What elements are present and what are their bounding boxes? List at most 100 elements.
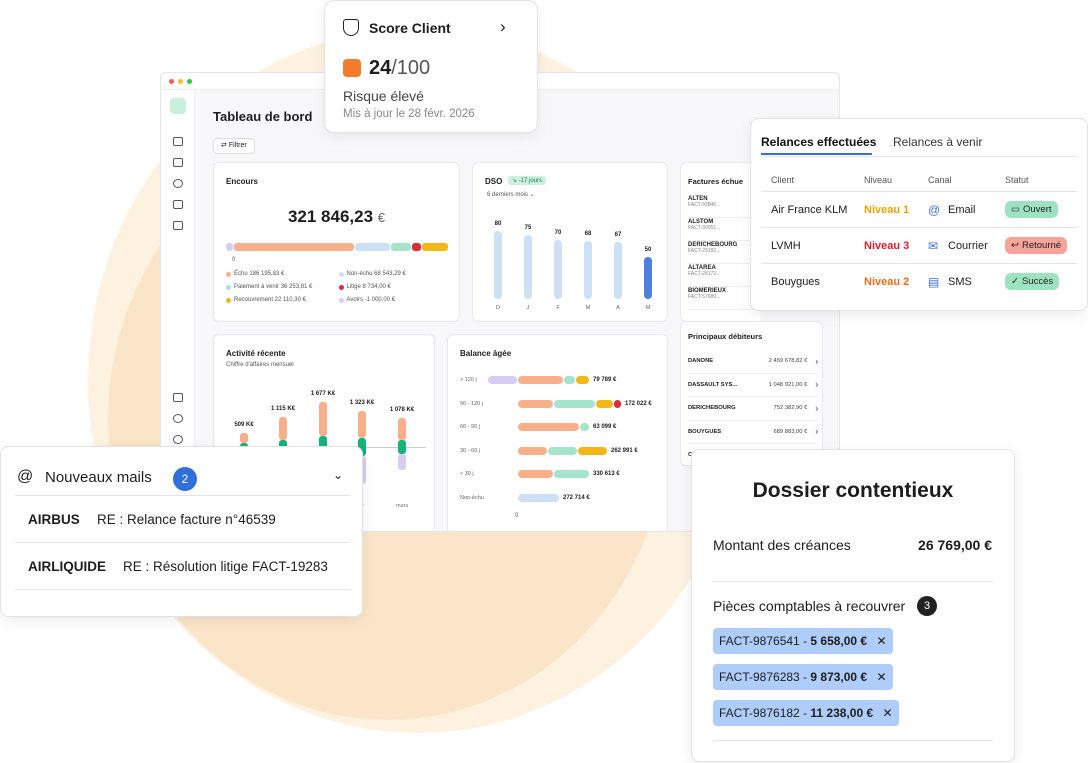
- dso-month-label: A: [616, 305, 620, 311]
- encours-stacked-bar: [226, 243, 449, 251]
- tab-relances-effectuees[interactable]: Relances effectuées: [761, 135, 877, 149]
- chevron-right-icon[interactable]: ›: [500, 17, 506, 36]
- legend-label: Recouvrement 22 110,30 €: [234, 297, 306, 303]
- dso-month-label: M: [645, 305, 651, 311]
- debiteur-name: CI: [688, 452, 748, 458]
- email-icon: @: [928, 203, 941, 217]
- balance-card: Balance âgée > 120 j 79 789 € 90 - 120 j 17…: [447, 334, 668, 531]
- settings-icon[interactable]: [173, 435, 183, 444]
- relances-column-header: Statut: [1005, 175, 1029, 185]
- debiteur-row[interactable]: DASSAULT SYS... 1 048 921,00 € ›: [688, 374, 818, 397]
- activite-bar-paid: [398, 439, 406, 455]
- balance-segment: [596, 399, 613, 408]
- relances-row[interactable]: Air France KLM Niveau 1 @ Email ▭ Ouvert: [761, 192, 1077, 228]
- close-dot[interactable]: [169, 79, 174, 84]
- balance-row-label: 30 - 60 j: [460, 447, 480, 454]
- debiteur-row[interactable]: DANONE 2 459 678,82 € ›: [688, 350, 818, 374]
- tab-relances-a-venir[interactable]: Relances à venir: [893, 135, 983, 149]
- facture-row[interactable]: ALSTOM FACT-30051...: [688, 218, 760, 241]
- debiteur-row[interactable]: BOUYGUES 689 883,00 € ›: [688, 421, 818, 444]
- balance-segment: [518, 399, 553, 408]
- users-icon[interactable]: [173, 179, 183, 188]
- dso-card: DSO ↘ -17 jours 6 derniers mois ⌄ 80 D 75 J…: [472, 162, 668, 322]
- close-icon[interactable]: ✕: [873, 670, 887, 684]
- chevron-right-icon: ›: [815, 380, 818, 390]
- encours-currency: €: [377, 210, 386, 225]
- balance-segment: [576, 376, 589, 384]
- legend-label: Avoirs -1 000,00 €: [346, 297, 396, 303]
- active-tab-indicator: [761, 153, 872, 155]
- balance-segment: [580, 423, 589, 431]
- dossier-title: Dossier contentieux: [752, 479, 954, 502]
- piece-ref: FACT-9876283 -: [719, 670, 811, 684]
- piece-amount: 5 658,00 €: [810, 634, 868, 648]
- mail-sender: AIRBUS: [28, 512, 80, 527]
- facture-row[interactable]: ALTEN FACT-93840...: [688, 195, 760, 218]
- mail-row[interactable]: AIRBUS RE : Relance facture n°46539: [15, 496, 350, 543]
- activite-bar-negative: [398, 454, 406, 471]
- score-client-card[interactable]: Score Client › 24/100 Risque élevé Mis à…: [324, 0, 538, 133]
- piece-chip[interactable]: FACT-9876182 - 11 238,00 € ✕: [713, 700, 899, 726]
- dso-value-label: 70: [554, 229, 562, 236]
- facture-client: ALTAREA: [688, 265, 716, 271]
- chevron-right-icon: ›: [815, 403, 818, 413]
- report-icon[interactable]: [173, 393, 183, 402]
- encours-card: Encours 321 846,23 € 0 Échu 186 195,83 €…: [213, 162, 460, 322]
- balance-value-label: 330 613 €: [593, 471, 620, 477]
- balance-segment: [518, 470, 553, 478]
- close-icon[interactable]: ✕: [879, 706, 893, 720]
- facture-row[interactable]: BIOMERIEUX FACT-57689...: [688, 287, 760, 310]
- filter-button[interactable]: ⇄ Filtrer: [213, 138, 255, 154]
- maximize-dot[interactable]: [187, 79, 192, 84]
- wallet-icon[interactable]: [173, 221, 183, 230]
- relances-row[interactable]: Bouygues Niveau 2 ▤ SMS ✓ Succès: [761, 264, 1077, 300]
- dso-month-label: J: [526, 305, 530, 311]
- balance-value-label: 79 789 €: [593, 377, 617, 383]
- piece-chip[interactable]: FACT-9876283 - 9 873,00 € ✕: [713, 664, 893, 690]
- balance-row-label: < 30 j: [460, 471, 474, 477]
- dso-chart: 80 D 75 J 70 F 68 M 67 A 50 M: [483, 205, 663, 311]
- legend-label: Paiement à venir 36 253,81 €: [234, 284, 313, 290]
- balance-segment: [578, 446, 607, 455]
- score-value: 24/100: [369, 57, 430, 80]
- mail-row[interactable]: AIRLIQUIDE RE : Résolution litige FACT-19…: [15, 543, 350, 590]
- facture-ref: FACT-93840...: [688, 202, 721, 208]
- dso-month-label: M: [585, 305, 591, 311]
- relances-card: Relances effectuées Relances à venir Cli…: [750, 118, 1088, 311]
- debiteurs-card: Principaux débiteurs DANONE 2 459 678,82 …: [680, 321, 823, 468]
- relance-niveau: Niveau 2: [864, 276, 910, 288]
- debiteur-row[interactable]: DERICHEBOURG 752 382,90 € ›: [688, 397, 818, 421]
- close-icon[interactable]: ✕: [873, 634, 887, 648]
- minimize-dot[interactable]: [178, 79, 183, 84]
- encours-legend: Échu 186 195,83 € Non-échu 68 543,29 € Pai…: [226, 271, 451, 303]
- bell-icon[interactable]: [173, 414, 183, 423]
- chat-icon[interactable]: [173, 137, 183, 146]
- dso-period-select[interactable]: 6 derniers mois ⌄: [487, 192, 535, 198]
- chevron-down-icon[interactable]: ⌄: [333, 468, 344, 482]
- piece-ref: FACT-9876541 -: [719, 634, 811, 648]
- sms-icon: ▤: [928, 275, 940, 289]
- document-icon[interactable]: [173, 158, 183, 167]
- dso-value-label: 67: [614, 232, 622, 239]
- logo-icon[interactable]: [170, 98, 186, 114]
- activite-bar-positive: [240, 433, 248, 443]
- score-updated: Mis à jour le 28 févr. 2026: [343, 108, 475, 120]
- balance-segment: [564, 376, 575, 384]
- dossier-divider: [713, 581, 993, 582]
- mails-divider: [15, 495, 350, 496]
- relances-row[interactable]: LVMH Niveau 3 ✉ Courrier ↩ Retourné: [761, 228, 1077, 264]
- legend-item: Non-échu 68 543,29 €: [338, 271, 452, 277]
- balance-segment: [548, 446, 577, 455]
- legend-swatch: [338, 271, 344, 277]
- legend-swatch: [226, 284, 231, 290]
- piece-chip[interactable]: FACT-9876541 - 5 658,00 € ✕: [713, 628, 893, 654]
- facture-row[interactable]: ALTAREA FACT-28172...: [688, 264, 760, 287]
- factures-title: Factures échue: [688, 177, 744, 186]
- activite-title: Activité récente: [226, 349, 286, 358]
- facture-row[interactable]: DERICHEBOURG FACT-29182...: [688, 241, 760, 264]
- montant-label: Montant des créances: [713, 537, 851, 553]
- dso-value-label: 50: [644, 246, 652, 253]
- inbox-icon[interactable]: [173, 200, 183, 209]
- legend-swatch: [226, 271, 231, 277]
- balance-zero-label: 0: [515, 513, 519, 519]
